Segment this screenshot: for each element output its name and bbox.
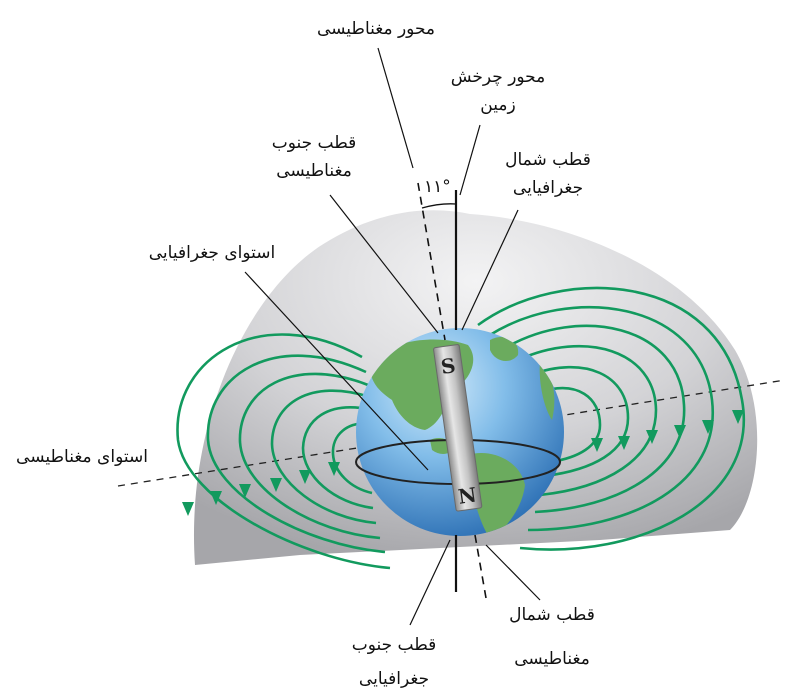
label-magnetic-equator: استوای مغناطیسی — [16, 447, 148, 467]
label-geographic-south-pole-line1: قطب جنوب — [352, 635, 437, 655]
label-magnetic-south-pole-line2: مغناطیسی — [276, 161, 352, 181]
pointer-geographic-equator — [244, 271, 429, 471]
tilt-angle-label: ۱۱° — [424, 177, 451, 197]
label-geographic-equator: استوای جغرافیایی — [149, 243, 275, 263]
pointer-rotation-axis — [459, 124, 481, 196]
label-geographic-south-pole-line2: جغرافیایی — [359, 669, 429, 689]
pointer-geographic-south-pole — [409, 539, 451, 626]
left-field-arrows — [182, 462, 340, 516]
magnet-south-letter: S — [439, 353, 457, 379]
label-rotation-axis-line2: زمین — [480, 95, 515, 115]
right-field-arrows — [591, 410, 744, 452]
magnetic-axis-top — [417, 182, 446, 341]
label-magnetic-north-pole-line1: قطب شمال — [509, 605, 595, 625]
tilt-angle-arc — [421, 203, 457, 209]
pointer-magnetic-axis — [377, 47, 414, 169]
left-field-lines — [176, 333, 391, 570]
right-field-lines — [477, 286, 746, 551]
label-geographic-north-pole-line1: قطب شمال — [505, 150, 591, 170]
pointer-lines — [244, 47, 541, 626]
magnetic-axis-bottom — [474, 534, 487, 599]
label-magnetic-axis: محور مغناطیسی — [317, 19, 435, 39]
bar-magnet: S N — [433, 344, 483, 512]
magnet-north-letter: N — [457, 482, 478, 508]
label-magnetic-south-pole-line1: قطب جنوب — [272, 133, 357, 153]
label-magnetic-north-pole-line2: مغناطیسی — [514, 649, 590, 669]
label-geographic-north-pole-line2: جغرافیایی — [513, 178, 583, 198]
pointer-magnetic-south-pole — [329, 194, 439, 334]
pointer-geographic-north-pole — [461, 209, 519, 331]
magnetic-equator-line — [117, 379, 786, 487]
pointer-magnetic-north-pole — [485, 544, 541, 601]
label-rotation-axis-line1: محور چرخش — [451, 67, 546, 87]
